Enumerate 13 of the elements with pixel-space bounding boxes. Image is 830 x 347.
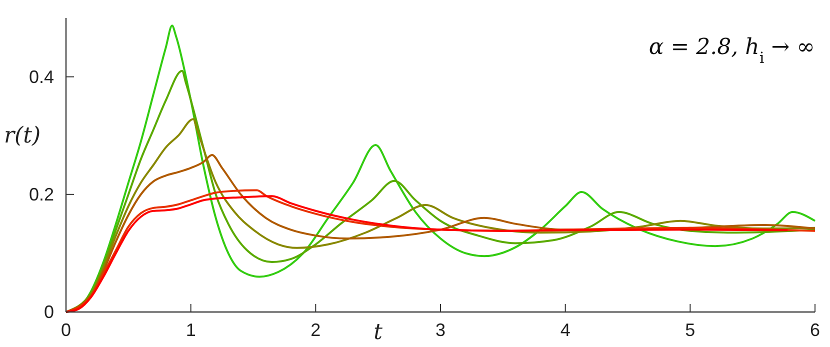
y-axis-title: r(t) [4, 124, 41, 149]
x-tick-label: 3 [435, 320, 446, 340]
x-tick-label: 6 [810, 320, 820, 340]
x-axis-title: t [374, 320, 383, 345]
x-tick-label: 5 [685, 320, 696, 340]
annotation: α = 2.8, h$_{i}$ → ∞ [648, 35, 815, 67]
x-tick-label: 2 [310, 320, 321, 340]
x-tick-label: 1 [186, 320, 196, 340]
x-tick-label: 0 [60, 320, 72, 340]
y-tick-label: 0.2 [28, 184, 54, 204]
x-tick-label: 4 [560, 320, 570, 340]
y-tick-label: 0 [44, 302, 54, 322]
y-tick-label: 0.4 [28, 66, 54, 87]
